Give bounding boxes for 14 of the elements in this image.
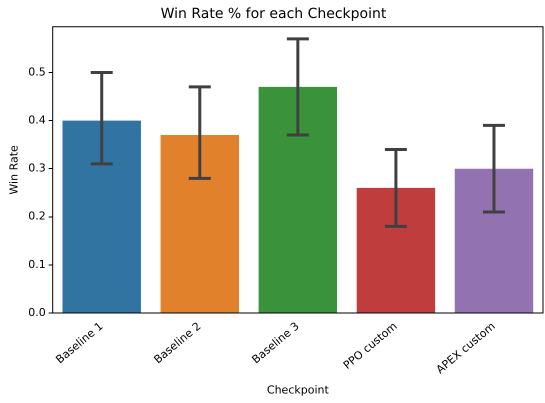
chart-title: Win Rate % for each Checkpoint [160,6,387,22]
bar [258,86,338,312]
y-axis-title: Win Rate [7,144,20,195]
y-tick-label: 0.1 [28,258,46,271]
bar [160,135,240,312]
bar [454,168,534,312]
bar [62,120,141,312]
y-tick-label: 0.4 [28,113,46,126]
y-tick-label: 0.0 [28,306,46,319]
x-axis-title: Checkpoint [266,383,330,396]
bar [356,188,436,312]
y-tick-label: 0.3 [28,162,46,175]
y-tick-label: 0.5 [28,65,46,78]
y-tick-label: 0.2 [28,210,46,223]
